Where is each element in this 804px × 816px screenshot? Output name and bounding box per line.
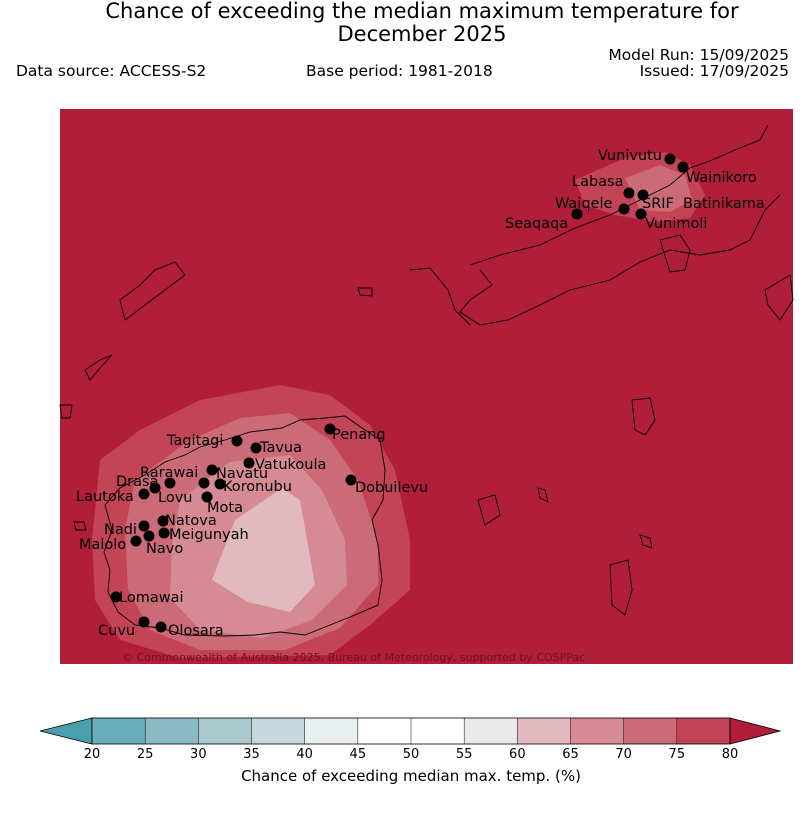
station-label: Labasa xyxy=(572,174,624,190)
station-marker xyxy=(214,478,226,490)
colorbar-tick-label: 25 xyxy=(137,747,154,762)
colorbar-bins xyxy=(39,717,782,745)
station-marker xyxy=(623,187,635,199)
colorbar-tick-label: 70 xyxy=(615,747,632,762)
station-label: Lautoka xyxy=(76,489,134,505)
station-label: Waiqele xyxy=(555,196,612,212)
station-label: Tagitagi xyxy=(166,433,223,449)
station-label: Nadi xyxy=(104,522,137,538)
map-title-line1: Chance of exceeding the median maximum t… xyxy=(105,0,739,23)
station-marker xyxy=(637,189,649,201)
colorbar-tick-label: 35 xyxy=(243,747,260,762)
station-label: Olosara xyxy=(168,623,224,639)
station-label: Rarawai xyxy=(140,465,198,481)
station-label: Drasa xyxy=(116,474,158,490)
colorbar-tick-label: 50 xyxy=(403,747,420,762)
data-source-label: Data source: ACCESS-S2 xyxy=(16,62,207,80)
station-marker xyxy=(155,621,167,633)
station-marker xyxy=(206,464,218,476)
station-label: Lomawai xyxy=(119,590,183,606)
map-title-line2: December 2025 xyxy=(337,22,507,46)
station-label: Navatu xyxy=(216,466,268,482)
station-label: Seaqaqa xyxy=(505,216,568,232)
station-marker xyxy=(138,616,150,628)
station-label: Vunivutu xyxy=(598,148,662,164)
station-marker xyxy=(158,527,170,539)
colorbar-bin xyxy=(464,718,518,744)
colorbar-tick-label: 45 xyxy=(350,747,367,762)
colorbar-bin xyxy=(145,718,199,744)
colorbar-tick-label: 55 xyxy=(456,747,473,762)
colorbar-tick-label: 60 xyxy=(509,747,526,762)
station-label: Vatukoula xyxy=(255,457,326,473)
station-label: Dobuilevu xyxy=(355,480,428,496)
station-marker xyxy=(138,488,150,500)
station-label: Wainikoro xyxy=(686,170,757,186)
station-label: Cuvu xyxy=(98,623,135,639)
station-label: Natova xyxy=(165,513,217,529)
station-marker xyxy=(110,591,122,603)
colorbar-under-arrow xyxy=(39,717,93,745)
colorbar-bin xyxy=(676,718,730,744)
colorbar-bin xyxy=(623,718,677,744)
station-marker xyxy=(345,474,357,486)
colorbar-tick-label: 75 xyxy=(669,747,686,762)
station-marker xyxy=(198,477,210,489)
station-marker xyxy=(243,457,255,469)
station-label: Malolo xyxy=(79,537,126,553)
colorbar-tick-label: 80 xyxy=(722,747,739,762)
station-label: Meigunyah xyxy=(169,527,249,543)
colorbar-tick-label: 65 xyxy=(562,747,579,762)
station-markers xyxy=(110,153,689,633)
station-marker xyxy=(149,482,161,494)
copyright-notice: © Commonwealth of Australia 2025, Bureau… xyxy=(122,651,585,664)
colorbar-tick-label: 40 xyxy=(296,747,313,762)
station-marker xyxy=(618,203,630,215)
colorbar-tick-label: 20 xyxy=(84,747,101,762)
station-marker xyxy=(250,442,262,454)
station-marker xyxy=(201,491,213,503)
station-label: Lovu xyxy=(158,490,192,506)
station-label: Batinikama xyxy=(683,196,765,212)
issued-label: Issued: 17/09/2025 xyxy=(639,62,789,80)
colorbar-label: Chance of exceeding median max. temp. (%… xyxy=(241,767,581,785)
base-period-label: Base period: 1981-2018 xyxy=(306,62,493,80)
station-marker xyxy=(138,520,150,532)
station-marker xyxy=(130,535,142,547)
colorbar-bin xyxy=(517,718,571,744)
colorbar: 20 25 30 35 40 45 50 55 60 65 70 75 80 Chance of exc… xyxy=(39,717,782,785)
station-label: Navo xyxy=(146,541,183,557)
station-marker xyxy=(164,477,176,489)
station-marker xyxy=(664,153,676,165)
colorbar-bin xyxy=(304,718,358,744)
colorbar-bin xyxy=(570,718,624,744)
colorbar-bin xyxy=(357,718,411,744)
colorbar-bin xyxy=(198,718,252,744)
coastlines xyxy=(59,124,794,637)
band-55-60 xyxy=(212,488,315,612)
colorbar-bin xyxy=(251,718,305,744)
station-marker xyxy=(677,161,689,173)
station-marker xyxy=(571,208,583,220)
station-label: Penang xyxy=(332,427,386,443)
colorbar-over-arrow xyxy=(729,717,782,745)
station-label: SRIF xyxy=(642,196,674,212)
station-marker xyxy=(635,208,647,220)
station-marker xyxy=(231,435,243,447)
station-label: Tavua xyxy=(259,440,302,456)
station-label: Mota xyxy=(207,500,243,516)
station-label: Koronubu xyxy=(223,479,292,495)
station-marker xyxy=(324,423,336,435)
station-marker xyxy=(157,515,169,527)
station-label: Vunimoli xyxy=(645,216,707,232)
colorbar-tick-labels: 20 25 30 35 40 45 50 55 60 65 70 75 80 xyxy=(84,747,739,762)
station-marker xyxy=(143,530,155,542)
colorbar-bin xyxy=(92,718,146,744)
colorbar-bin xyxy=(411,718,465,744)
model-run-label: Model Run: 15/09/2025 xyxy=(608,46,789,64)
colorbar-tick-label: 30 xyxy=(190,747,207,762)
